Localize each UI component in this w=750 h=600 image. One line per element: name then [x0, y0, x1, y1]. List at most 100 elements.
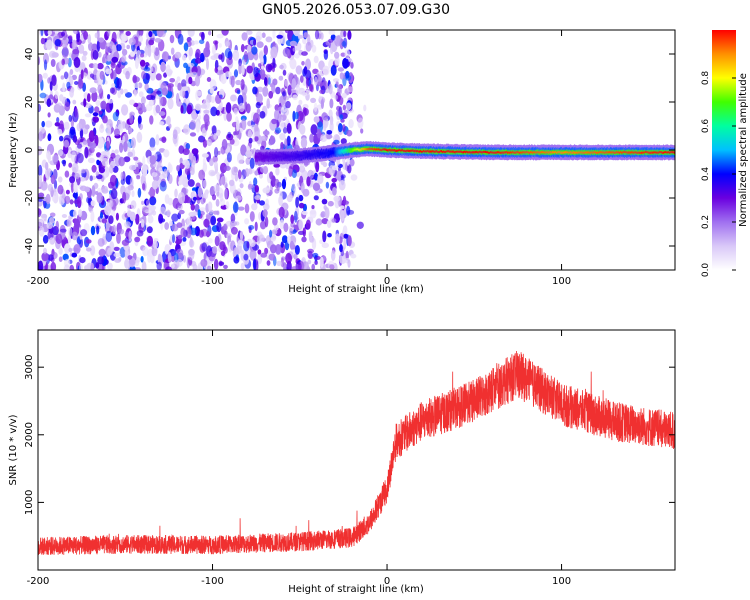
heatmap-cell — [137, 230, 144, 236]
heatmap-cell — [248, 184, 254, 188]
heatmap-cell — [340, 72, 344, 79]
heatmap-cell — [266, 64, 273, 73]
heatmap-cell — [231, 166, 238, 175]
heatmap-cell — [39, 226, 45, 237]
heatmap-cell — [73, 135, 77, 143]
heatmap-cell — [332, 187, 337, 196]
heatmap-cell — [135, 214, 139, 225]
heatmap-cell — [177, 83, 181, 91]
heatmap-cell — [314, 76, 318, 85]
y-tick-label: 40 — [24, 48, 35, 61]
colorbar-label: Normalized spectral amplitude — [738, 73, 749, 227]
heatmap-cell — [62, 83, 65, 93]
heatmap-cell — [230, 221, 237, 227]
heatmap-cell — [159, 111, 166, 116]
heatmap-cell — [155, 38, 162, 43]
heatmap-cell — [239, 103, 245, 112]
heatmap-cell — [302, 211, 308, 215]
heatmap-cell — [346, 130, 352, 137]
heatmap-cell — [77, 123, 83, 132]
heatmap-cell — [71, 151, 77, 162]
heatmap-cell — [264, 77, 267, 86]
heatmap-cell — [333, 196, 340, 202]
colorbar-tick-label: 0.2 — [701, 215, 711, 229]
heatmap-cell — [113, 112, 119, 121]
heatmap-cell — [214, 147, 218, 157]
heatmap-cell — [198, 209, 201, 218]
heatmap-cell — [243, 254, 248, 261]
heatmap-cell — [150, 155, 157, 164]
heatmap-cell — [111, 83, 115, 88]
heatmap-cell — [322, 199, 328, 205]
heatmap-cell — [108, 215, 113, 224]
heatmap-cell — [311, 124, 318, 135]
heatmap-cell — [321, 113, 328, 121]
heatmap-cell — [307, 34, 310, 46]
heatmap-cell — [333, 140, 340, 145]
heatmap-cell — [102, 188, 109, 193]
heatmap-cell — [186, 216, 192, 226]
heatmap-cell — [339, 114, 343, 120]
heatmap-cell — [279, 76, 284, 81]
heatmap-cell — [213, 133, 217, 140]
heatmap-cell — [334, 52, 339, 59]
heatmap-cell — [48, 112, 51, 117]
heatmap-cell — [310, 209, 317, 219]
heatmap-cell — [202, 153, 209, 158]
heatmap-cell — [149, 205, 156, 210]
heatmap-cell — [263, 187, 270, 193]
heatmap-cell — [220, 176, 227, 186]
heatmap-cell — [134, 237, 140, 243]
heatmap-cell — [274, 110, 279, 121]
heatmap-cell — [73, 200, 80, 204]
heatmap-cell — [106, 125, 111, 137]
x-tick-label: -100 — [201, 276, 224, 287]
heatmap-cell — [133, 157, 138, 161]
heatmap-cell — [168, 174, 173, 184]
heatmap-cell — [193, 197, 197, 201]
heatmap-cell — [212, 194, 216, 200]
heatmap-cell — [342, 124, 346, 132]
heatmap-cell — [328, 39, 333, 43]
heatmap-cell — [162, 88, 168, 96]
heatmap-cell — [203, 162, 207, 172]
heatmap-cell — [148, 31, 152, 37]
heatmap-cell — [285, 101, 291, 108]
heatmap-cell — [208, 201, 213, 211]
heatmap-cell — [225, 41, 230, 46]
heatmap-cell — [319, 90, 324, 94]
heatmap-cell — [152, 210, 157, 215]
heatmap-cell — [114, 247, 120, 251]
heatmap-cell — [164, 169, 167, 174]
heatmap-cell — [83, 139, 88, 145]
heatmap-cell — [210, 79, 217, 90]
heatmap-cell — [129, 38, 136, 46]
heatmap-cell — [276, 35, 283, 39]
heatmap-cell — [280, 142, 284, 149]
heatmap-cell — [104, 205, 111, 215]
heatmap-cell — [282, 179, 286, 190]
heatmap-cell — [250, 211, 255, 222]
heatmap-cell — [90, 211, 94, 222]
heatmap-cell — [130, 177, 134, 188]
heatmap-cell — [61, 32, 65, 37]
heatmap-cell — [289, 59, 296, 65]
heatmap-cell — [350, 62, 353, 69]
heatmap-cell — [341, 250, 344, 256]
heatmap-cell — [188, 212, 195, 217]
heatmap-cell — [67, 218, 72, 227]
chart-title: GN05.2026.053.07.09.G30 — [262, 2, 450, 18]
heatmap-cell — [219, 241, 225, 250]
heatmap-cell — [236, 195, 242, 201]
heatmap-cell — [268, 91, 273, 99]
heatmap-cell — [164, 210, 171, 216]
heatmap-cell — [188, 179, 195, 187]
heatmap-cell — [87, 93, 91, 102]
heatmap-cell — [213, 40, 218, 44]
heatmap-cell — [126, 31, 131, 36]
heatmap-cell — [124, 221, 131, 227]
heatmap-cell — [79, 257, 85, 263]
heatmap-cell — [116, 70, 121, 74]
heatmap-cell — [279, 65, 284, 69]
heatmap-cell — [129, 165, 136, 171]
